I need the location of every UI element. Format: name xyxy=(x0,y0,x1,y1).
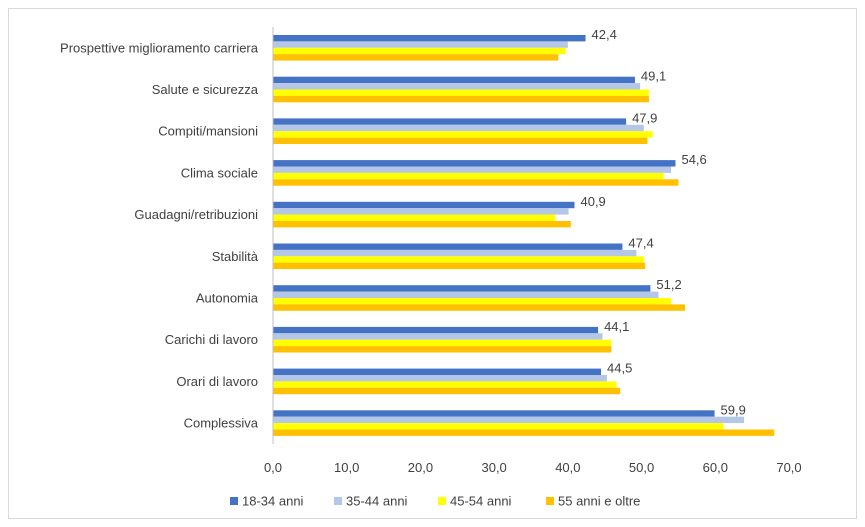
bar-6-series-2 xyxy=(273,249,637,257)
bar-9-series-2 xyxy=(273,375,607,382)
bar-2-series-3 xyxy=(273,89,649,96)
x-tick-label: 40,0 xyxy=(555,460,580,475)
bar-10-series-3 xyxy=(273,423,724,430)
legend-label-4: 55 anni e oltre xyxy=(558,494,640,509)
x-tick-label: 10,0 xyxy=(334,460,359,475)
legend-swatch-3 xyxy=(438,497,446,505)
bar-8-series-4 xyxy=(273,346,612,353)
bar-2-series-2 xyxy=(273,83,641,90)
data-label: 59,9 xyxy=(721,402,746,417)
bar-10-series-2 xyxy=(273,416,745,424)
category-label: Salute e sicurezza xyxy=(152,82,259,97)
bar-4-series-2 xyxy=(273,166,672,173)
bar-6-series-4 xyxy=(273,262,646,270)
x-tick-label: 70,0 xyxy=(776,460,801,475)
bar-5-series-3 xyxy=(273,214,556,221)
bar-1-series-2 xyxy=(273,41,568,48)
x-tick-label: 30,0 xyxy=(481,460,506,475)
category-label: Prospettive miglioramento carriera xyxy=(60,40,259,55)
x-tick-label: 50,0 xyxy=(629,460,654,475)
bar-5-series-4 xyxy=(273,221,571,228)
legend-label-1: 18-34 anni xyxy=(242,494,304,509)
x-tick-label: 20,0 xyxy=(408,460,433,475)
bar-8-series-2 xyxy=(273,333,603,340)
bar-3-series-1 xyxy=(273,118,627,125)
bar-8-series-3 xyxy=(273,339,612,347)
bar-8-series-1 xyxy=(273,326,599,334)
category-label: Clima sociale xyxy=(181,165,258,180)
bar-7-series-3 xyxy=(273,298,672,305)
data-label: 51,2 xyxy=(656,277,681,292)
bar-3-series-4 xyxy=(273,137,648,144)
data-label: 47,9 xyxy=(632,110,657,125)
bar-3-series-3 xyxy=(273,131,653,138)
data-label: 44,5 xyxy=(607,361,632,376)
bar-2-series-4 xyxy=(273,95,649,103)
data-label: 42,4 xyxy=(592,27,617,42)
bar-10-series-1 xyxy=(273,410,715,417)
bar-1-series-1 xyxy=(273,35,586,42)
category-label: Orari di lavoro xyxy=(176,374,258,389)
bar-1-series-3 xyxy=(273,47,566,55)
x-tick-label: 60,0 xyxy=(703,460,728,475)
bar-7-series-1 xyxy=(273,285,651,292)
legend-label-3: 45-54 anni xyxy=(450,494,512,509)
legend-swatch-2 xyxy=(334,497,342,505)
bar-10-series-4 xyxy=(273,429,775,436)
category-label: Carichi di lavoro xyxy=(165,332,258,347)
bar-6-series-1 xyxy=(273,243,623,250)
category-label: Compiti/mansioni xyxy=(158,124,258,139)
data-label: 49,1 xyxy=(641,69,666,84)
bar-5-series-2 xyxy=(273,208,569,215)
bar-9-series-4 xyxy=(273,387,621,395)
category-label: Stabilità xyxy=(212,249,259,264)
category-label: Autonomia xyxy=(196,291,259,306)
data-label: 54,6 xyxy=(681,152,706,167)
bar-7-series-2 xyxy=(273,291,659,298)
bar-1-series-4 xyxy=(273,54,559,61)
data-label: 47,4 xyxy=(628,236,653,251)
bar-2-series-1 xyxy=(273,76,635,84)
bar-9-series-3 xyxy=(273,381,617,388)
legend-swatch-1 xyxy=(230,497,238,505)
bar-6-series-3 xyxy=(273,256,644,263)
data-label: 44,1 xyxy=(604,319,629,334)
x-tick-label: 0,0 xyxy=(264,460,282,475)
bar-4-series-1 xyxy=(273,160,676,167)
bar-5-series-1 xyxy=(273,201,575,209)
category-label: Complessiva xyxy=(184,416,259,431)
legend-swatch-4 xyxy=(546,497,554,505)
legend-label-2: 35-44 anni xyxy=(346,494,408,509)
bar-3-series-2 xyxy=(273,124,644,132)
bar-7-series-4 xyxy=(273,304,686,311)
category-label: Guadagni/retribuzioni xyxy=(134,207,258,222)
bar-4-series-3 xyxy=(273,172,664,180)
data-label: 40,9 xyxy=(580,194,605,209)
bar-9-series-1 xyxy=(273,368,602,375)
bar-4-series-4 xyxy=(273,179,679,186)
